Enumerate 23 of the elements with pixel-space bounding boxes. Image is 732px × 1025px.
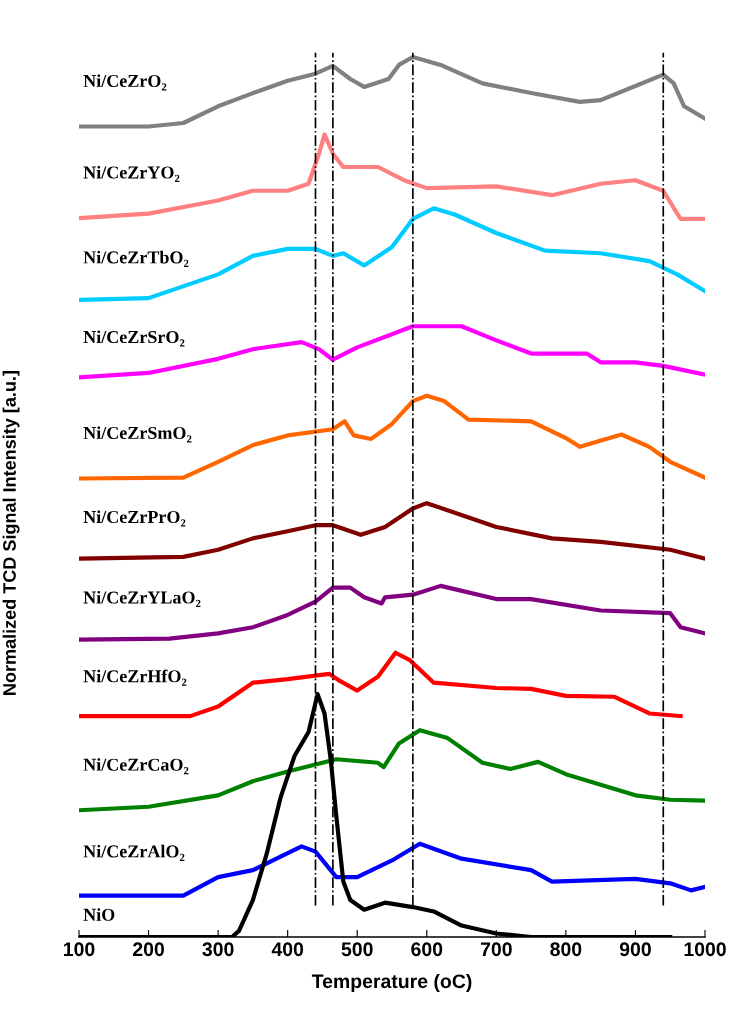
series-label: Ni/CeZrCaO₂: [83, 758, 189, 775]
x-tick-label: 300: [202, 942, 234, 957]
x-axis-title: Temperature (oC): [311, 973, 472, 992]
series-label: NiO: [83, 908, 115, 921]
y-axis-title: Normalized TCD Signal Intensity [a.u.]: [2, 371, 20, 695]
x-tick-label: 500: [341, 942, 373, 957]
series-label: Ni/CeZrYO₂: [83, 165, 180, 182]
x-tick-label: 800: [550, 942, 582, 957]
series-label: Ni/CeZrPrO₂: [83, 510, 186, 527]
x-tick-label: 100: [64, 942, 95, 957]
series-label: Ni/CeZrO₂: [83, 74, 167, 91]
x-tick-label: 600: [411, 942, 443, 957]
series-label: Ni/CeZrSrO₂: [83, 330, 185, 347]
x-tick-label: 200: [133, 942, 164, 957]
series-label: Ni/CeZrAlO₂: [83, 844, 185, 861]
x-tick-label: 700: [480, 942, 512, 957]
series-label: Ni/CeZrTbO₂: [83, 250, 189, 267]
series-label: Ni/CeZrSmO₂: [83, 426, 192, 443]
x-tick-label: 1000: [684, 942, 726, 957]
series-label: Ni/CeZrYLaO₂: [83, 590, 201, 608]
x-tick-label: 400: [271, 942, 304, 957]
series-label: Ni/CeZrHfO₂: [83, 669, 187, 686]
x-tick-label: 900: [619, 942, 651, 957]
